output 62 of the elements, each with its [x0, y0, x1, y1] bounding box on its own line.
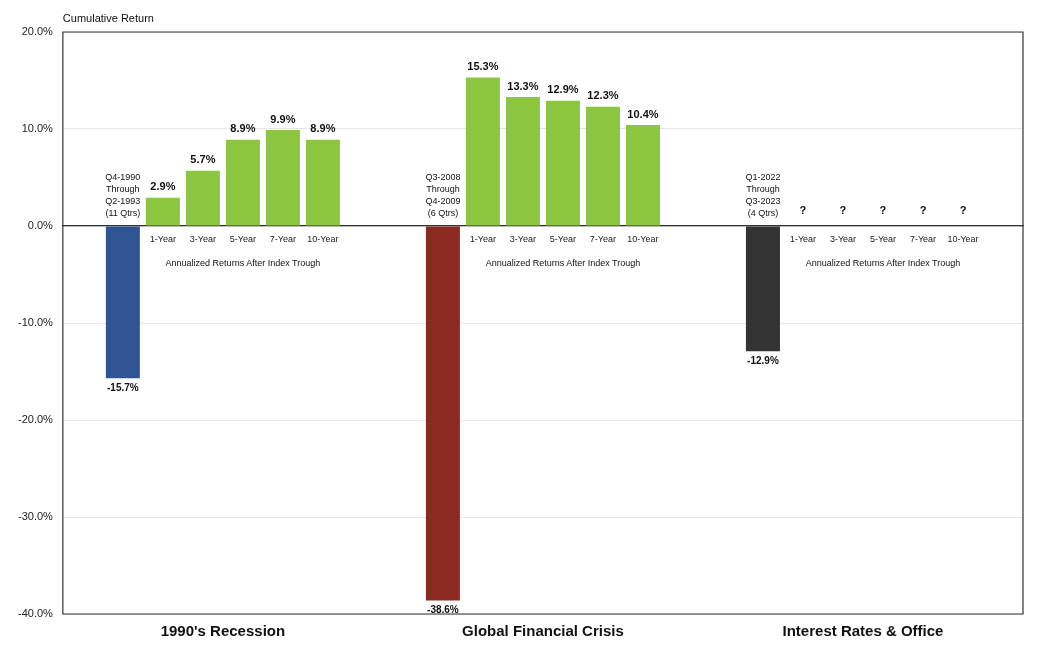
x-tick-label: 1-Year — [469, 233, 497, 244]
data-label: -15.7% — [107, 382, 139, 394]
x-tick-label: 1-Year — [149, 233, 176, 244]
data-label: 13.3% — [507, 79, 539, 92]
bar — [265, 129, 300, 226]
y-tick-label: -10.0% — [17, 316, 54, 329]
x-tick-label: 3-Year — [509, 233, 537, 244]
data-label: 9.9% — [270, 112, 296, 125]
x-tick-label: 10-Year — [627, 233, 659, 244]
y-tick-label: 20.0% — [21, 25, 54, 38]
x-tick-label: 7-Year — [909, 233, 937, 244]
x-tick-label: 10-Year — [307, 233, 339, 244]
bar — [225, 139, 260, 226]
x-tick-label: 7-Year — [589, 233, 617, 244]
data-label: 2.9% — [150, 180, 176, 193]
bar — [185, 170, 220, 226]
text: ? — [799, 203, 807, 216]
data-label: 5.7% — [190, 153, 216, 166]
annotation: Annualized Returns After Index Trough — [805, 258, 961, 269]
data-label: 10.4% — [627, 107, 659, 120]
text: 1990's Recession — [160, 621, 286, 639]
y-axis-title: Cumulative Return — [62, 11, 154, 24]
bar — [425, 226, 460, 601]
y-tick-label: -20.0% — [17, 413, 54, 426]
y-tick-label: -40.0% — [17, 607, 54, 620]
text: ? — [919, 203, 927, 216]
bar — [505, 96, 540, 226]
x-tick-label: 1-Year — [789, 233, 817, 244]
data-label: 8.9% — [230, 122, 256, 135]
bar — [145, 197, 180, 226]
data-label: 12.9% — [547, 83, 579, 96]
y-tick-label: 10.0% — [21, 122, 54, 135]
data-label: -38.6% — [427, 604, 459, 616]
bar — [625, 125, 660, 226]
annotation: Q1-2022 Through Q3-2023 (4 Qtrs) — [745, 171, 781, 218]
x-tick-label: 3-Year — [189, 233, 216, 244]
text: ? — [839, 203, 847, 216]
bar — [545, 100, 580, 226]
annotation: Q4-1990 Through Q2-1993 (11 Qtrs) — [105, 171, 141, 218]
bar — [585, 106, 620, 226]
y-tick-label: 0.0% — [27, 219, 54, 232]
bar — [105, 226, 140, 379]
x-tick-label: 5-Year — [869, 233, 897, 244]
x-tick-label: 5-Year — [229, 233, 256, 244]
x-tick-label: 5-Year — [549, 233, 577, 244]
annotation: Annualized Returns After Index Trough — [165, 258, 321, 269]
x-tick-label: 10-Year — [947, 233, 979, 244]
bar — [465, 77, 500, 226]
text: Global Financial Crisis — [462, 621, 624, 639]
x-tick-label: 3-Year — [829, 233, 857, 244]
data-label: 15.3% — [467, 60, 499, 73]
text: ? — [959, 203, 967, 216]
data-label: -12.9% — [747, 354, 779, 366]
x-tick-label: 7-Year — [269, 233, 296, 244]
data-label: 8.9% — [310, 122, 336, 135]
text: ? — [879, 203, 887, 216]
annotation: Q3-2008 Through Q4-2009 (6 Qtrs) — [425, 171, 461, 218]
y-tick-label: -30.0% — [17, 510, 54, 523]
bar — [305, 139, 340, 226]
annotation: Annualized Returns After Index Trough — [485, 258, 641, 269]
text: Interest Rates & Office — [782, 621, 944, 639]
data-label: 12.3% — [587, 89, 619, 102]
